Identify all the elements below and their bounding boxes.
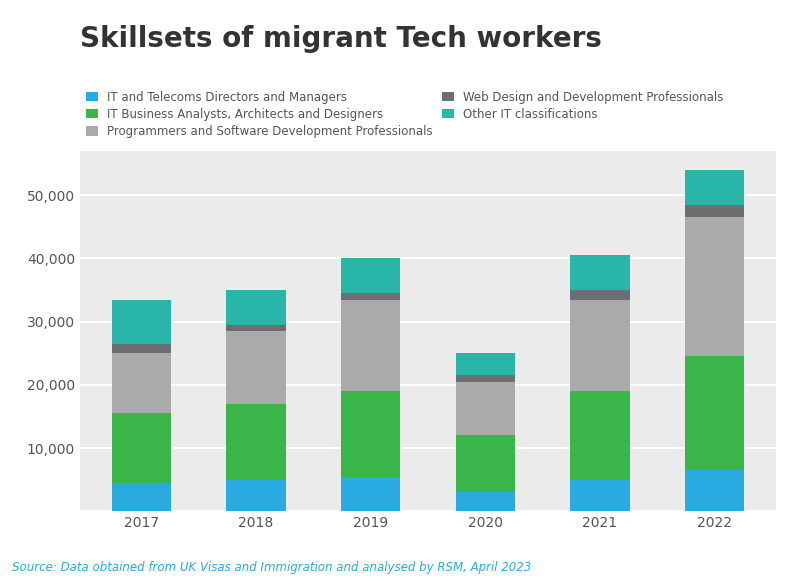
Bar	[455, 375, 515, 382]
Bar	[112, 413, 171, 483]
Bar	[455, 353, 515, 375]
Bar	[685, 205, 744, 217]
Legend: IT and Telecoms Directors and Managers, IT Business Analysts, Architects and Des: IT and Telecoms Directors and Managers, …	[86, 91, 724, 138]
Bar	[341, 259, 401, 293]
Bar	[112, 344, 171, 353]
Bar	[455, 382, 515, 435]
Bar	[570, 255, 630, 290]
Bar	[226, 480, 286, 511]
Text: Skillsets of migrant Tech workers: Skillsets of migrant Tech workers	[80, 25, 602, 53]
Bar	[570, 290, 630, 300]
Text: Source: Data obtained from UK Visas and Immigration and analysed by RSM, April 2: Source: Data obtained from UK Visas and …	[12, 561, 531, 574]
Bar	[112, 300, 171, 344]
Bar	[226, 331, 286, 404]
Bar	[570, 391, 630, 480]
Bar	[685, 357, 744, 470]
Bar	[685, 470, 744, 511]
Bar	[341, 293, 401, 300]
Bar	[226, 325, 286, 331]
Bar	[112, 483, 171, 511]
Bar	[570, 480, 630, 511]
Bar	[570, 300, 630, 391]
Bar	[226, 404, 286, 480]
Bar	[226, 290, 286, 325]
Bar	[341, 391, 401, 476]
Bar	[455, 435, 515, 492]
Bar	[685, 170, 744, 205]
Bar	[685, 217, 744, 357]
Bar	[112, 353, 171, 413]
Bar	[341, 300, 401, 391]
Bar	[455, 492, 515, 511]
Bar	[341, 476, 401, 511]
